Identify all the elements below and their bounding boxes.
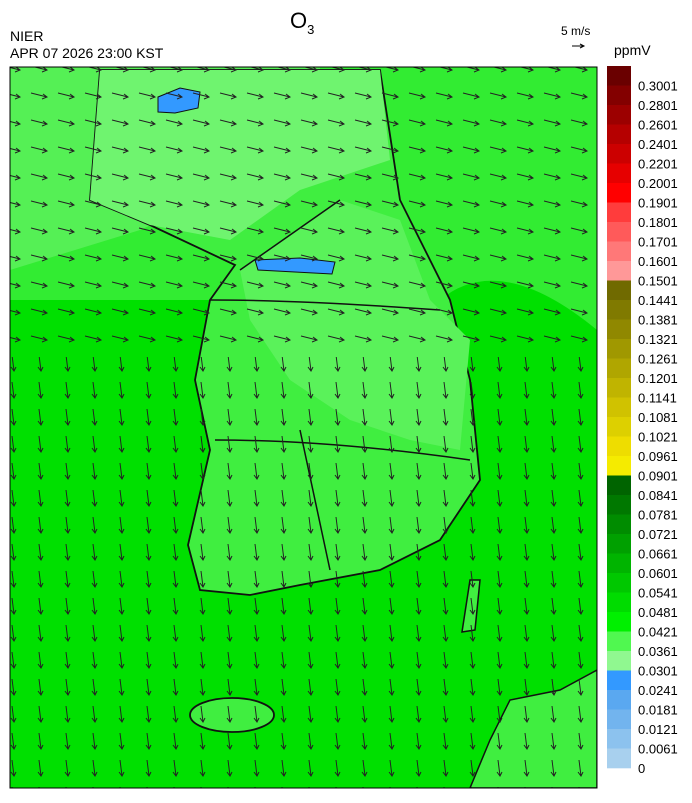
- colorbar-label: 0.1701: [638, 235, 678, 250]
- colorbar-swatch: [607, 378, 631, 398]
- colorbar-label: 0.0841: [638, 488, 678, 503]
- colorbar-label: 0.3001: [638, 79, 678, 94]
- colorbar-swatch: [607, 163, 631, 184]
- colorbar-swatch: [607, 222, 631, 242]
- colorbar-label: 0.2401: [638, 137, 678, 152]
- colorbar-label: 0.0061: [638, 742, 678, 757]
- agency: NIER: [10, 28, 43, 44]
- colorbar-swatch: [607, 514, 631, 535]
- colorbar-label: 0.1801: [638, 215, 678, 230]
- colorbar-swatch: [607, 202, 631, 223]
- colorbar-swatch: [607, 553, 631, 574]
- colorbar-swatch: [607, 670, 631, 691]
- colorbar-label: 0.0361: [638, 644, 678, 659]
- colorbar-label: 0.1021: [638, 430, 678, 445]
- colorbar-label: 0.1261: [638, 352, 678, 367]
- colorbar-swatch: [607, 319, 631, 340]
- colorbar-label: 0.1201: [638, 371, 678, 386]
- colorbar-swatch: [607, 456, 631, 476]
- colorbar-label: 0.0481: [638, 605, 678, 620]
- colorbar-label: 0.0901: [638, 469, 678, 484]
- colorbar-swatch: [607, 436, 631, 457]
- colorbar-swatch: [607, 729, 631, 749]
- unit: ppmV: [614, 42, 651, 58]
- colorbar-swatch: [607, 690, 631, 710]
- colorbar-swatch: [607, 612, 631, 632]
- colorbar-swatch: [607, 534, 631, 554]
- title: O3: [290, 8, 314, 37]
- colorbar-swatch: [607, 105, 631, 125]
- map-frame: [9, 66, 598, 789]
- colorbar-label: 0.1321: [638, 332, 678, 347]
- colorbar-swatch: [607, 183, 631, 203]
- colorbar-label: 0.0241: [638, 683, 678, 698]
- colorbar-swatch: [607, 144, 631, 164]
- colorbar-label: 0.1081: [638, 410, 678, 425]
- colorbar-label: 0.1141: [638, 391, 677, 406]
- colorbar-label: 0.2601: [638, 118, 678, 133]
- colorbar-swatch: [607, 651, 631, 671]
- colorbar-label: 0.0181: [638, 703, 678, 718]
- colorbar-swatch: [607, 475, 631, 496]
- wind-scale-arrow: [572, 43, 586, 49]
- colorbar-swatch: [607, 280, 631, 301]
- colorbar-label: 0.0601: [638, 566, 678, 581]
- colorbar-label: 0.1601: [638, 254, 678, 269]
- map: [10, 67, 597, 788]
- colorbar-label: 0.1441: [638, 293, 678, 308]
- colorbar-label: 0.1901: [638, 196, 678, 211]
- colorbar-label: 0.0541: [638, 586, 678, 601]
- colorbar-swatch: [607, 748, 631, 769]
- colorbar-label: 0.0721: [638, 527, 678, 542]
- colorbar-swatch: [607, 709, 631, 730]
- colorbar-swatch: [607, 631, 631, 652]
- colorbar-label: 0.0421: [638, 625, 678, 640]
- colorbar-swatch: [607, 85, 631, 106]
- colorbar-swatch: [607, 300, 631, 320]
- colorbar-swatch: [607, 66, 631, 86]
- colorbar-swatch: [607, 417, 631, 437]
- colorbar-swatch: [607, 241, 631, 262]
- colorbar: 0.3001 0.2801 0.2601 0.2401 0.2201 0.2001 0.19…: [607, 66, 678, 776]
- colorbar-swatch: [607, 358, 631, 379]
- colorbar-swatch: [607, 495, 631, 515]
- colorbar-label: 0.2201: [638, 157, 678, 172]
- colorbar-label: 0.1501: [638, 274, 678, 289]
- colorbar-label: 0.0781: [638, 508, 678, 523]
- wind-scale: 5 m/s: [561, 24, 590, 38]
- colorbar-swatch: [607, 592, 631, 613]
- colorbar-label: 0: [638, 761, 645, 776]
- colorbar-label: 0.0961: [638, 449, 678, 464]
- colorbar-label: 0.1381: [638, 313, 678, 328]
- colorbar-label: 0.0121: [638, 722, 678, 737]
- colorbar-swatch: [607, 339, 631, 359]
- colorbar-label: 0.0661: [638, 547, 678, 562]
- colorbar-swatch: [607, 397, 631, 418]
- colorbar-label: 0.2801: [638, 98, 678, 113]
- colorbar-swatch: [607, 573, 631, 593]
- colorbar-swatch: [607, 124, 631, 145]
- colorbar-swatch: [607, 261, 631, 281]
- colorbar-label: 0.0301: [638, 664, 678, 679]
- timestamp: APR 07 2026 23:00 KST: [10, 45, 164, 61]
- colorbar-label: 0.2001: [638, 176, 678, 191]
